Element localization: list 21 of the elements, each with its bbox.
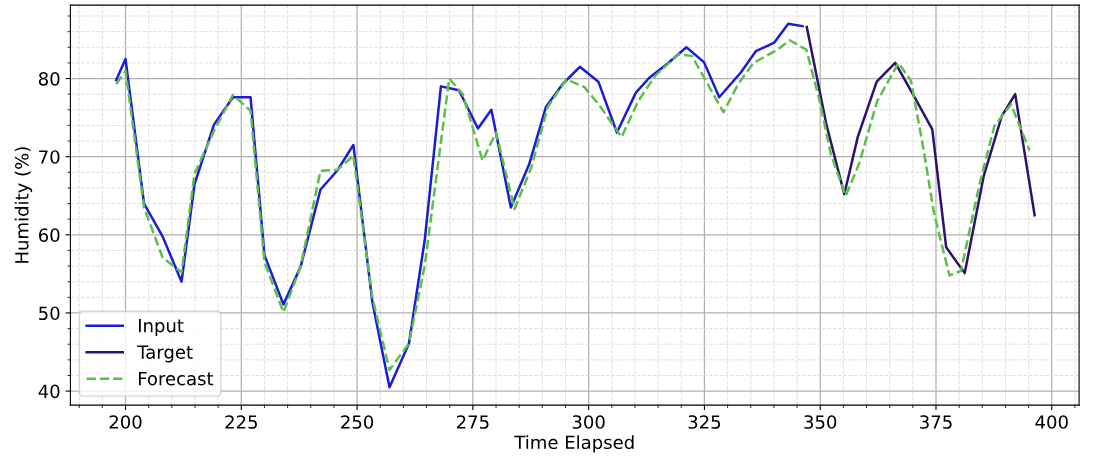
line-series bbox=[115, 39, 1031, 372]
x-tick-label: 250 bbox=[341, 415, 374, 429]
x-tick-label: 325 bbox=[688, 415, 721, 429]
x-tick-label: 225 bbox=[225, 415, 257, 429]
x-axis-title: Time Elapsed bbox=[514, 435, 634, 453]
x-tick-label: 275 bbox=[456, 415, 489, 429]
y-tick-label: 70 bbox=[39, 150, 60, 164]
x-tick-label: 350 bbox=[804, 415, 837, 429]
legend-label: Input bbox=[138, 319, 184, 336]
legend-label: Target bbox=[137, 345, 193, 363]
legend-label: Forecast bbox=[138, 372, 214, 386]
y-axis-title: Humidity (%) bbox=[14, 147, 33, 263]
x-tick-label: 400 bbox=[1035, 415, 1068, 429]
y-tick-label: 80 bbox=[38, 72, 60, 86]
x-tick-label: 300 bbox=[572, 415, 605, 429]
line-series bbox=[805, 25, 1036, 275]
y-tick-label: 60 bbox=[38, 228, 60, 242]
y-tick-label: 40 bbox=[38, 384, 60, 399]
x-tick-label: 200 bbox=[109, 415, 142, 429]
x-tick-label: 375 bbox=[920, 415, 952, 429]
y-tick-label: 50 bbox=[39, 306, 60, 321]
